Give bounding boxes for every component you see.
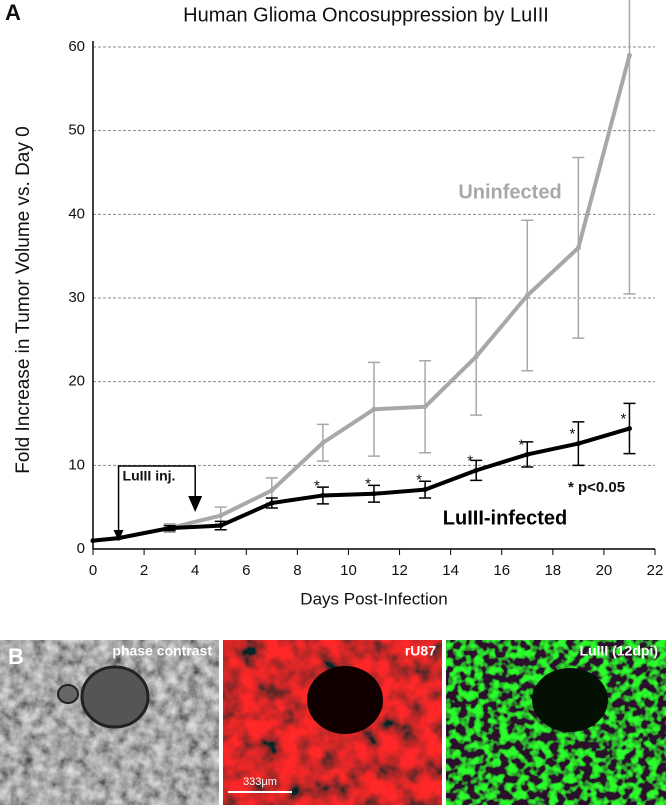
data-point: [422, 404, 428, 410]
image-label: phase contrast: [112, 643, 212, 659]
x-tick-label: 22: [647, 562, 664, 579]
data-point: [167, 525, 173, 531]
y-tick-label: 50: [68, 122, 85, 139]
injection-bracket: [117, 465, 196, 538]
data-point: [422, 487, 428, 493]
significance-marker: *: [621, 410, 627, 427]
data-point: [524, 451, 530, 457]
image-label: rU87: [405, 643, 436, 659]
x-tick-label: 18: [544, 562, 561, 579]
arrow-head: [113, 530, 124, 541]
data-point: [218, 523, 224, 529]
y-tick-label: 20: [68, 373, 85, 390]
data-point: [90, 538, 96, 544]
data-point: [371, 491, 377, 497]
image-panels: B phase contrast rU87 LuIII (12dpi) 333μ…: [0, 640, 666, 805]
x-tick-label: 16: [493, 562, 510, 579]
data-point: [524, 292, 530, 298]
data-point: [473, 467, 479, 473]
x-axis-label: Days Post-Infection: [300, 589, 447, 608]
data-point: [575, 245, 581, 251]
image-label: LuIII (12dpi): [579, 643, 658, 659]
data-point: [371, 406, 377, 412]
data-point: [218, 513, 224, 519]
data-point: [575, 441, 581, 447]
significance-marker: *: [314, 477, 320, 494]
cavity: [57, 684, 79, 704]
p-value-note: * p<0.05: [568, 479, 625, 496]
data-point: [626, 52, 632, 58]
significance-marker: *: [416, 472, 422, 489]
injection-label: LuIII inj.: [123, 468, 176, 484]
legend-entry: Uninfected: [458, 181, 561, 203]
arrow-head: [188, 496, 203, 512]
significance-marker: *: [569, 426, 575, 443]
cavity: [80, 665, 150, 729]
data-point: [320, 492, 326, 498]
x-tick-label: 2: [140, 562, 148, 579]
chart-title: Human Glioma Oncosuppression by LuIII: [183, 4, 549, 26]
panel-label: A: [5, 0, 21, 25]
scale-bar-label: 333μm: [243, 776, 277, 788]
y-tick-label: 60: [68, 38, 85, 55]
significance-marker: *: [467, 452, 473, 469]
legend-entry: LuIII-infected: [443, 507, 567, 529]
data-point: [320, 440, 326, 446]
cavity: [307, 666, 383, 734]
y-tick-label: 0: [77, 540, 85, 557]
y-tick-label: 30: [68, 289, 85, 306]
data-point: [626, 426, 632, 432]
y-axis-label: Fold Increase in Tumor Volume vs. Day 0: [13, 126, 34, 473]
cavity: [532, 668, 608, 732]
y-tick-label: 10: [68, 456, 85, 473]
x-tick-label: 10: [340, 562, 357, 579]
significance-marker: *: [365, 476, 371, 493]
x-tick-label: 8: [293, 562, 301, 579]
panel-label: B: [8, 644, 24, 669]
x-tick-label: 14: [442, 562, 459, 579]
data-point: [269, 500, 275, 506]
error-bar: [623, 0, 636, 295]
data-point: [473, 354, 479, 360]
significance-marker: *: [518, 436, 524, 453]
y-tick-label: 40: [68, 205, 85, 222]
x-tick-label: 4: [191, 562, 199, 579]
data-point: [269, 487, 275, 493]
x-tick-label: 0: [89, 562, 97, 579]
x-tick-label: 20: [596, 562, 613, 579]
series-line: [92, 426, 631, 543]
x-tick-label: 12: [391, 562, 408, 579]
x-tick-label: 6: [242, 562, 250, 579]
